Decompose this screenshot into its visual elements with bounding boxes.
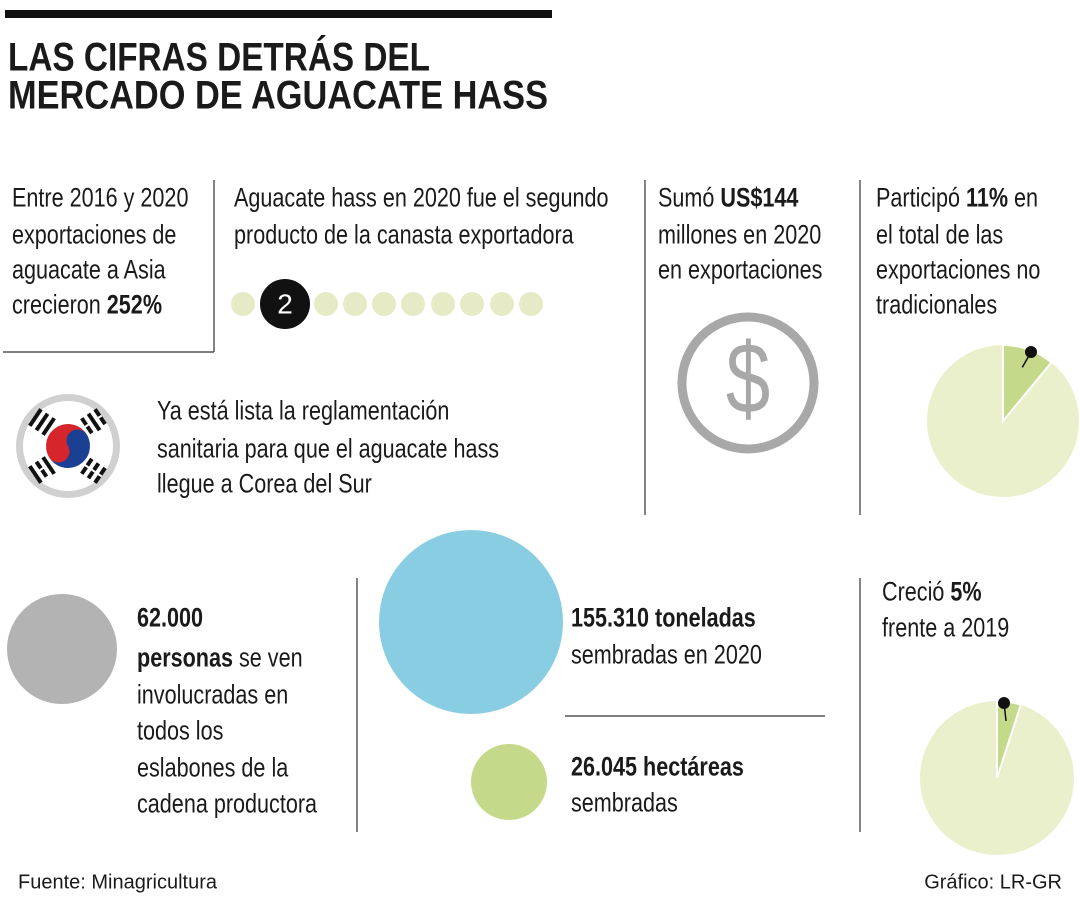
bold-text: 26.045 hectáreas [571, 753, 744, 783]
tons-bubble [379, 530, 563, 714]
body-text: cadena productora [137, 790, 317, 820]
body-text: producto de la canasta exportadora [234, 221, 574, 251]
rank-dot [372, 292, 396, 316]
top-bar [5, 10, 552, 18]
body-text: exportaciones no [876, 256, 1040, 286]
body-text: el total de las [876, 221, 1003, 251]
text-line: 26.045 hectáreas [571, 753, 744, 783]
bold-text: 252% [107, 291, 162, 321]
pointer-dot [998, 697, 1010, 709]
people-bubble [7, 594, 117, 704]
credit: Gráfico: LR-GR [924, 871, 1062, 893]
body-text: crecieron [12, 291, 107, 321]
rank-dot [519, 292, 543, 316]
text-line: Ya está lista la reglamentación [157, 397, 449, 427]
rank-label: 2 [277, 288, 293, 319]
text-line: crecieron 252% [12, 291, 162, 321]
text-line: exportaciones no [876, 256, 1040, 286]
body-text: en exportaciones [658, 256, 822, 286]
text-line: 62.000 [137, 604, 203, 634]
bold-text: personas [137, 644, 233, 674]
body-text: se ven [233, 644, 303, 674]
dollar-icon: $ [677, 312, 819, 454]
pointer-dot [1025, 346, 1037, 358]
title-line: MERCADO DE AGUACATE HASS [8, 74, 548, 118]
body-text: todos los [137, 717, 223, 747]
hectares-bubble [471, 744, 547, 820]
korea-flag [16, 394, 120, 498]
rank-dot [460, 292, 484, 316]
rank-dot [314, 292, 338, 316]
body-text: aguacate a Asia [12, 256, 166, 286]
text-line: el total de las [876, 221, 1003, 251]
text-line: involucradas en [137, 681, 288, 711]
text-line: cadena productora [137, 790, 317, 820]
body-text: tradicionales [876, 291, 997, 321]
rank-dot [431, 292, 455, 316]
bold-text: 155.310 toneladas [571, 604, 756, 634]
bold-text: 5% [950, 578, 981, 608]
body-text: millones en 2020 [658, 221, 821, 251]
text-line: Entre 2016 y 2020 [12, 184, 188, 214]
text-line: en exportaciones [658, 256, 822, 286]
body-text: Entre 2016 y 2020 [12, 184, 188, 214]
rank-dot [343, 292, 367, 316]
text-line: tradicionales [876, 291, 997, 321]
text-line: aguacate a Asia [12, 256, 166, 286]
text-line: Sumó US$144 [658, 184, 799, 214]
text-line: sanitaria para que el aguacate hass [157, 435, 499, 465]
text-line: millones en 2020 [658, 221, 821, 251]
body-text: llegue a Corea del Sur [157, 470, 372, 500]
body-text: sembradas en 2020 [571, 641, 762, 671]
text-line: sembradas en 2020 [571, 641, 762, 671]
svg-text:$: $ [726, 323, 770, 435]
text-line: eslabones de la [137, 754, 289, 784]
body-text: eslabones de la [137, 754, 289, 784]
text-line: todos los [137, 717, 223, 747]
body-text: frente a 2019 [882, 614, 1009, 644]
text-line: llegue a Corea del Sur [157, 470, 372, 500]
bold-text: US$144 [720, 184, 798, 214]
body-text: Sumó [658, 184, 720, 214]
rank-dot [490, 292, 514, 316]
text-line: Participó 11% en [876, 184, 1038, 214]
body-text: Participó [876, 184, 966, 214]
rank-dot [401, 292, 425, 316]
bold-text: 11% [966, 184, 1008, 214]
bold-text: 62.000 [137, 604, 203, 634]
text-line: producto de la canasta exportadora [234, 221, 574, 251]
body-text: involucradas en [137, 681, 288, 711]
body-text: Aguacate hass en 2020 fue el segundo [234, 184, 609, 214]
text-line: frente a 2019 [882, 614, 1009, 644]
rank-dot-active [260, 279, 310, 329]
text-line: Creció 5% [882, 578, 982, 608]
rank-dot [231, 292, 255, 316]
body-text: sanitaria para que el aguacate hass [157, 435, 499, 465]
body-text: Creció [882, 578, 950, 608]
title-line: LAS CIFRAS DETRÁS DEL [8, 35, 430, 80]
text-line: Aguacate hass en 2020 fue el segundo [234, 184, 609, 214]
text-line: exportaciones de [12, 221, 176, 251]
text-line: 155.310 toneladas [571, 604, 756, 634]
text-line: sembradas [571, 789, 678, 819]
body-text: exportaciones de [12, 221, 176, 251]
body-text: sembradas [571, 789, 678, 819]
source: Fuente: Minagricultura [18, 871, 218, 893]
body-text: Ya está lista la reglamentación [157, 397, 449, 427]
text-line: personas se ven [137, 644, 303, 674]
body-text: en [1008, 184, 1038, 214]
